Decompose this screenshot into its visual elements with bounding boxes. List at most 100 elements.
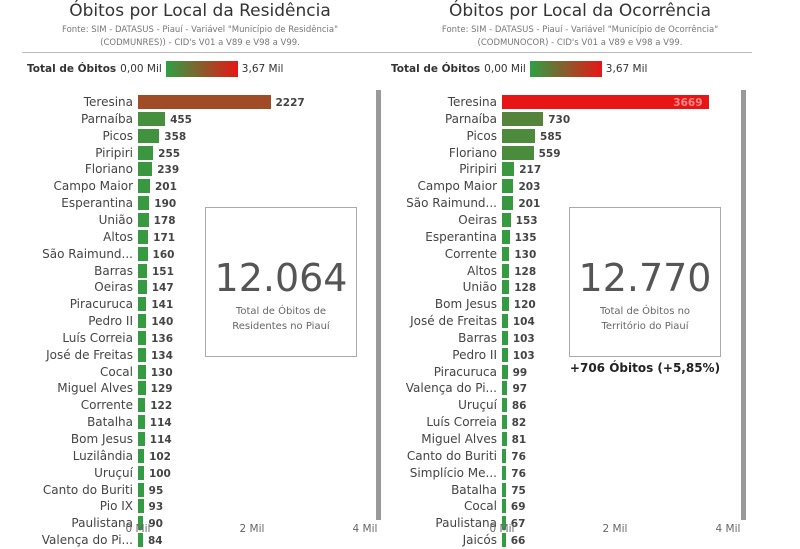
- bar-row[interactable]: São Raimund... 201: [380, 195, 540, 211]
- bar[interactable]: [502, 364, 508, 379]
- bar-row[interactable]: Piripiri 255: [0, 145, 180, 161]
- bar[interactable]: [138, 465, 144, 480]
- bar[interactable]: [502, 448, 507, 463]
- bar[interactable]: [138, 499, 144, 514]
- bar[interactable]: [138, 145, 154, 160]
- bar-row[interactable]: União 128: [380, 279, 536, 295]
- bar-row[interactable]: Canto do Buriti 95: [0, 482, 163, 498]
- bar-row[interactable]: Cocal 69: [380, 498, 526, 514]
- bar[interactable]: [502, 162, 515, 177]
- bar[interactable]: [138, 398, 146, 413]
- bar[interactable]: [502, 314, 508, 329]
- bar[interactable]: [138, 246, 148, 261]
- bar[interactable]: [138, 432, 145, 446]
- bar[interactable]: [502, 280, 510, 295]
- bar[interactable]: [138, 297, 147, 312]
- bar-row[interactable]: Paulistana 90: [0, 515, 163, 531]
- bar[interactable]: [138, 482, 144, 497]
- bar-row[interactable]: Valença do Pi... 84: [0, 532, 163, 548]
- bar[interactable]: [502, 347, 508, 362]
- bar[interactable]: [138, 415, 145, 430]
- bar[interactable]: [138, 179, 150, 194]
- bar[interactable]: [502, 297, 509, 312]
- bar-row[interactable]: Barras 103: [380, 330, 535, 346]
- bar[interactable]: [138, 330, 147, 345]
- bar[interactable]: [138, 196, 150, 211]
- bar-row[interactable]: Pio IX 93: [0, 498, 163, 514]
- bar-row[interactable]: Teresina 3669: [380, 94, 710, 110]
- bar-row[interactable]: Luís Correia 136: [0, 330, 173, 346]
- bar-row[interactable]: Barras 151: [0, 263, 174, 279]
- bar-row[interactable]: Miguel Alves 81: [380, 431, 526, 447]
- bar-row[interactable]: Altos 171: [0, 229, 175, 245]
- bar[interactable]: [138, 95, 271, 109]
- bar[interactable]: [502, 196, 514, 211]
- bar[interactable]: [138, 533, 143, 548]
- bar[interactable]: [502, 398, 507, 413]
- bar-row[interactable]: Corrente 130: [380, 246, 536, 262]
- bar[interactable]: [502, 263, 510, 278]
- bar[interactable]: [502, 432, 507, 446]
- bar[interactable]: [502, 330, 508, 345]
- bar[interactable]: [138, 229, 149, 244]
- bar-row[interactable]: Paulistana 67: [380, 515, 525, 531]
- bar[interactable]: [138, 314, 147, 329]
- bar[interactable]: [138, 263, 147, 278]
- bar-row[interactable]: Picos 358: [0, 128, 186, 144]
- bar[interactable]: [138, 364, 146, 379]
- bar-row[interactable]: Bom Jesus 120: [380, 296, 536, 312]
- bar-row[interactable]: Piracuruca 99: [380, 364, 527, 380]
- bar-row[interactable]: Esperantina 135: [380, 229, 537, 245]
- bar[interactable]: [138, 280, 147, 295]
- bar-row[interactable]: Teresina 2227: [0, 94, 305, 110]
- bar[interactable]: [502, 179, 514, 194]
- bar-row[interactable]: Campo Maior 201: [0, 178, 177, 194]
- bar[interactable]: [502, 533, 506, 548]
- bar-row[interactable]: Altos 128: [380, 263, 536, 279]
- bar[interactable]: [138, 347, 146, 362]
- bar-row[interactable]: Parnaíba 455: [0, 111, 192, 127]
- bar-row[interactable]: Luís Correia 82: [380, 414, 526, 430]
- scrollbar[interactable]: [741, 90, 746, 520]
- bar[interactable]: [502, 212, 511, 227]
- bar[interactable]: [138, 516, 144, 531]
- bar[interactable]: [138, 381, 146, 396]
- bar-row[interactable]: Campo Maior 203: [380, 178, 540, 194]
- bar[interactable]: [502, 516, 506, 531]
- bar-row[interactable]: Cocal 130: [0, 364, 173, 380]
- bar-row[interactable]: Parnaíba 730: [380, 111, 570, 127]
- bar[interactable]: [502, 465, 507, 480]
- bar-row[interactable]: José de Freitas 134: [0, 347, 173, 363]
- bar[interactable]: [502, 145, 534, 160]
- bar-row[interactable]: Batalha 75: [380, 482, 526, 498]
- bar-row[interactable]: Canto do Buriti 76: [380, 448, 526, 464]
- bar-row[interactable]: Uruçuí 100: [0, 465, 171, 481]
- bar-row[interactable]: Bom Jesus 114: [0, 431, 172, 447]
- bar-row[interactable]: Corrente 122: [0, 397, 172, 413]
- bar-row[interactable]: Uruçuí 86: [380, 397, 526, 413]
- bar-row[interactable]: Floriano 239: [0, 161, 179, 177]
- bar-row[interactable]: Picos 585: [380, 128, 562, 144]
- bar[interactable]: [138, 212, 149, 227]
- bar[interactable]: [138, 111, 166, 126]
- bar[interactable]: [138, 162, 153, 177]
- bar[interactable]: [502, 246, 510, 261]
- bar-row[interactable]: José de Freitas 104: [380, 313, 535, 329]
- bar[interactable]: [502, 111, 544, 126]
- bar[interactable]: [502, 415, 507, 430]
- bar[interactable]: [502, 128, 536, 143]
- bar-row[interactable]: União 178: [0, 212, 176, 228]
- bar-row[interactable]: Luzilândia 102: [0, 448, 171, 464]
- bar-row[interactable]: Floriano 559: [380, 145, 561, 161]
- bar[interactable]: [502, 95, 710, 109]
- bar-row[interactable]: Pedro II 140: [0, 313, 173, 329]
- bar[interactable]: [138, 448, 145, 463]
- bar-row[interactable]: Piracuruca 141: [0, 296, 173, 312]
- bar-row[interactable]: Oeiras 153: [380, 212, 538, 228]
- scrollbar[interactable]: [376, 90, 381, 520]
- bar-row[interactable]: Valença do Pi... 97: [380, 380, 527, 396]
- bar-row[interactable]: Esperantina 190: [0, 195, 176, 211]
- bar-row[interactable]: Miguel Alves 129: [0, 380, 173, 396]
- bar-row[interactable]: Pedro II 103: [380, 347, 535, 363]
- bar[interactable]: [502, 499, 506, 514]
